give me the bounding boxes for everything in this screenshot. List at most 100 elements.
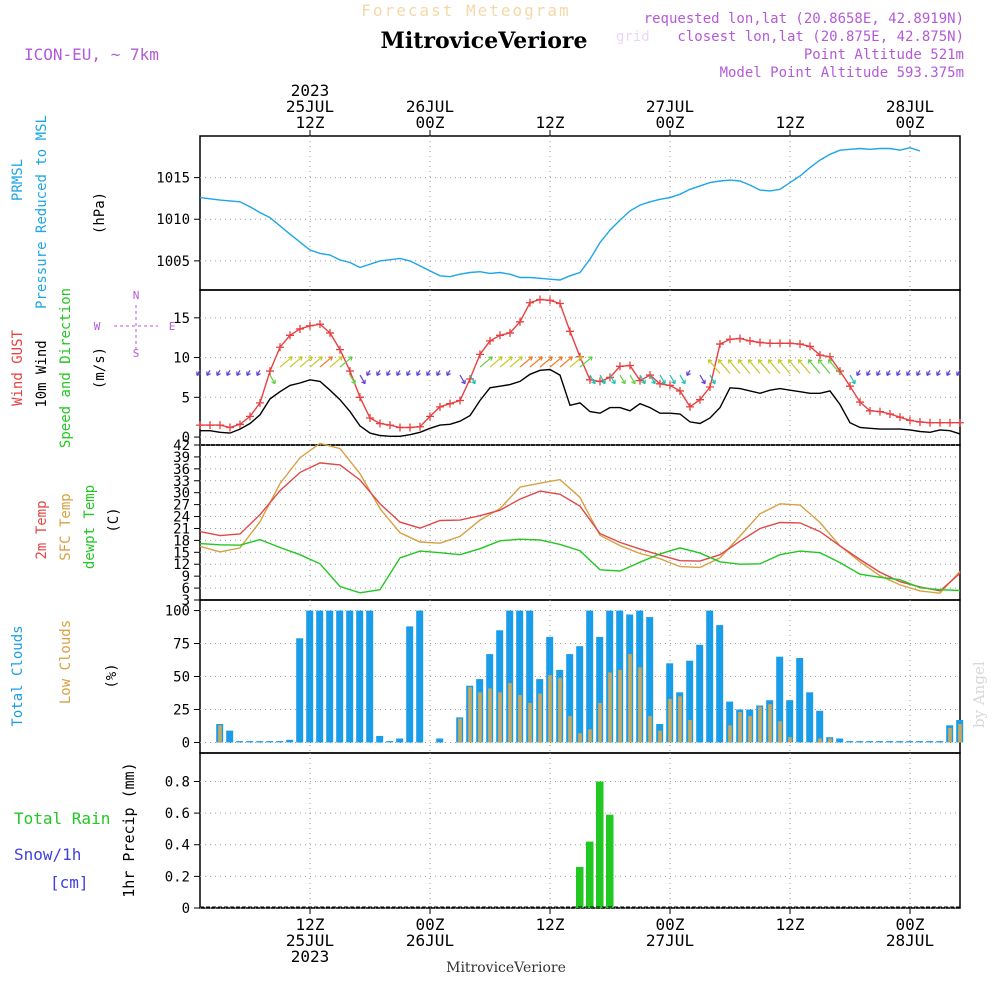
ytick-label: 1010 (156, 212, 190, 228)
ytick-label: 1005 (156, 254, 190, 270)
wind-arrow-head (936, 371, 941, 377)
low-cloud-bar (538, 693, 542, 743)
total-cloud-bar (906, 741, 914, 743)
gust-marker (666, 381, 674, 390)
closest-coords: closest lon,lat (20.875E, 42.875N) (677, 29, 964, 45)
ytick-label: 0.4 (165, 838, 190, 854)
low-cloud-bar (478, 692, 482, 743)
ytick-label: 15 (173, 545, 190, 561)
wind-arrow-head (416, 371, 421, 377)
pressure-sublabel: Pressure Reduced to MSL (34, 115, 50, 309)
footer-title: MitroviceVeriore (446, 960, 566, 976)
wind-arrow (509, 356, 523, 368)
low-cloud-bar (618, 669, 622, 743)
wind-arrow-head (288, 356, 293, 361)
total-cloud-bar (806, 692, 814, 743)
gust-marker (876, 407, 884, 416)
bottom-time-label: 2023 (291, 947, 330, 966)
top-time-label: 00Z (656, 113, 685, 132)
wind-arrow (309, 356, 323, 368)
wind-arrow (807, 359, 821, 374)
ytick-label: 3 (182, 593, 190, 609)
low-cloud-bar (558, 677, 562, 743)
wind-arrow-head (707, 359, 713, 364)
watermark: by Angel (970, 661, 988, 728)
low-cloud-bar (468, 687, 472, 743)
ytick-label: 39 (173, 450, 190, 466)
gust-marker (946, 418, 954, 427)
wind-arrow-head (641, 379, 646, 385)
wind-arrow-head (471, 379, 476, 385)
wind-arrow (699, 374, 706, 385)
ytick-label: 0.6 (165, 806, 190, 822)
wind-arrow-head (308, 356, 313, 361)
total-cloud-bar (246, 741, 254, 743)
wind-arrow-head (916, 371, 921, 377)
gust-marker (766, 339, 774, 348)
total-cloud-bar (936, 741, 944, 743)
ytick-label: 18 (173, 533, 190, 549)
wind-arrow-head (508, 356, 513, 361)
wind-arrow (359, 374, 366, 385)
total-cloud-bar (386, 741, 394, 743)
gust-marker (646, 371, 654, 380)
bottom-time-label: 12Z (776, 915, 805, 934)
gust-marker (356, 393, 364, 402)
gust-marker (906, 416, 914, 425)
compass-south: S (133, 347, 140, 360)
wind-arrow (339, 356, 353, 368)
gust-marker (456, 396, 464, 405)
bottom-time-label: 00Z (896, 915, 925, 934)
model-label: ICON-EU, ~ 7km (24, 45, 159, 64)
ytick-label: 12 (173, 557, 190, 573)
low-cloud-bar (778, 721, 782, 743)
wind-arrow-head (216, 371, 221, 377)
gust-marker (206, 421, 214, 430)
gust-marker (256, 398, 264, 407)
ytick-label: 0.2 (165, 869, 190, 885)
bottom-time-label: 00Z (656, 915, 685, 934)
gust-marker (736, 334, 744, 343)
total-cloud-bar (526, 610, 534, 743)
wind-arrow-head (568, 356, 573, 361)
wind-arrow (469, 374, 476, 385)
model-altitude: Model Point Altitude 593.375m (720, 65, 964, 81)
gust-marker (286, 331, 294, 340)
wind-arrow-head (747, 359, 753, 364)
ytick-label: 0 (182, 901, 190, 917)
low-cloud-bar (958, 724, 962, 743)
total-cloud-bar (266, 741, 274, 743)
top-time-label: 27JUL (646, 97, 694, 116)
compass-cross (114, 305, 158, 350)
low-cloud-bar (748, 716, 752, 743)
suptitle: Forecast Meteogram (361, 1, 570, 20)
ytick-label: 0 (182, 735, 190, 751)
wind-arrow (649, 374, 656, 385)
wind-arrow (589, 374, 596, 385)
wind-arrow-head (226, 371, 231, 377)
wind-arrow-head (588, 356, 593, 361)
gust-marker (496, 331, 504, 340)
page-title: MitroviceVeriore (381, 28, 588, 54)
wind-arrow-head (686, 371, 691, 377)
wind-arrow-head (896, 371, 901, 377)
gust-marker (856, 398, 864, 407)
total-cloud-bar (896, 741, 904, 743)
wind-arrow (289, 356, 303, 368)
low-cloud-bar (658, 730, 662, 743)
total-cloud-bar (346, 610, 354, 743)
gust-marker (526, 298, 534, 307)
wind-arrow-head (386, 371, 391, 377)
gust-marker (716, 340, 724, 349)
wind-arrow-head (866, 371, 871, 377)
gust-marker (626, 361, 634, 370)
top-time-label: 00Z (416, 113, 445, 132)
low-cloud-bar (758, 706, 762, 743)
wind-arrow (707, 359, 721, 374)
panel-frame-wind (199, 289, 961, 446)
snow-unit: [cm] (50, 873, 89, 892)
wind-arrow (679, 374, 686, 385)
ytick-label: 25 (173, 702, 190, 718)
gust-marker (706, 382, 714, 391)
low-cloud-bar (638, 667, 642, 743)
